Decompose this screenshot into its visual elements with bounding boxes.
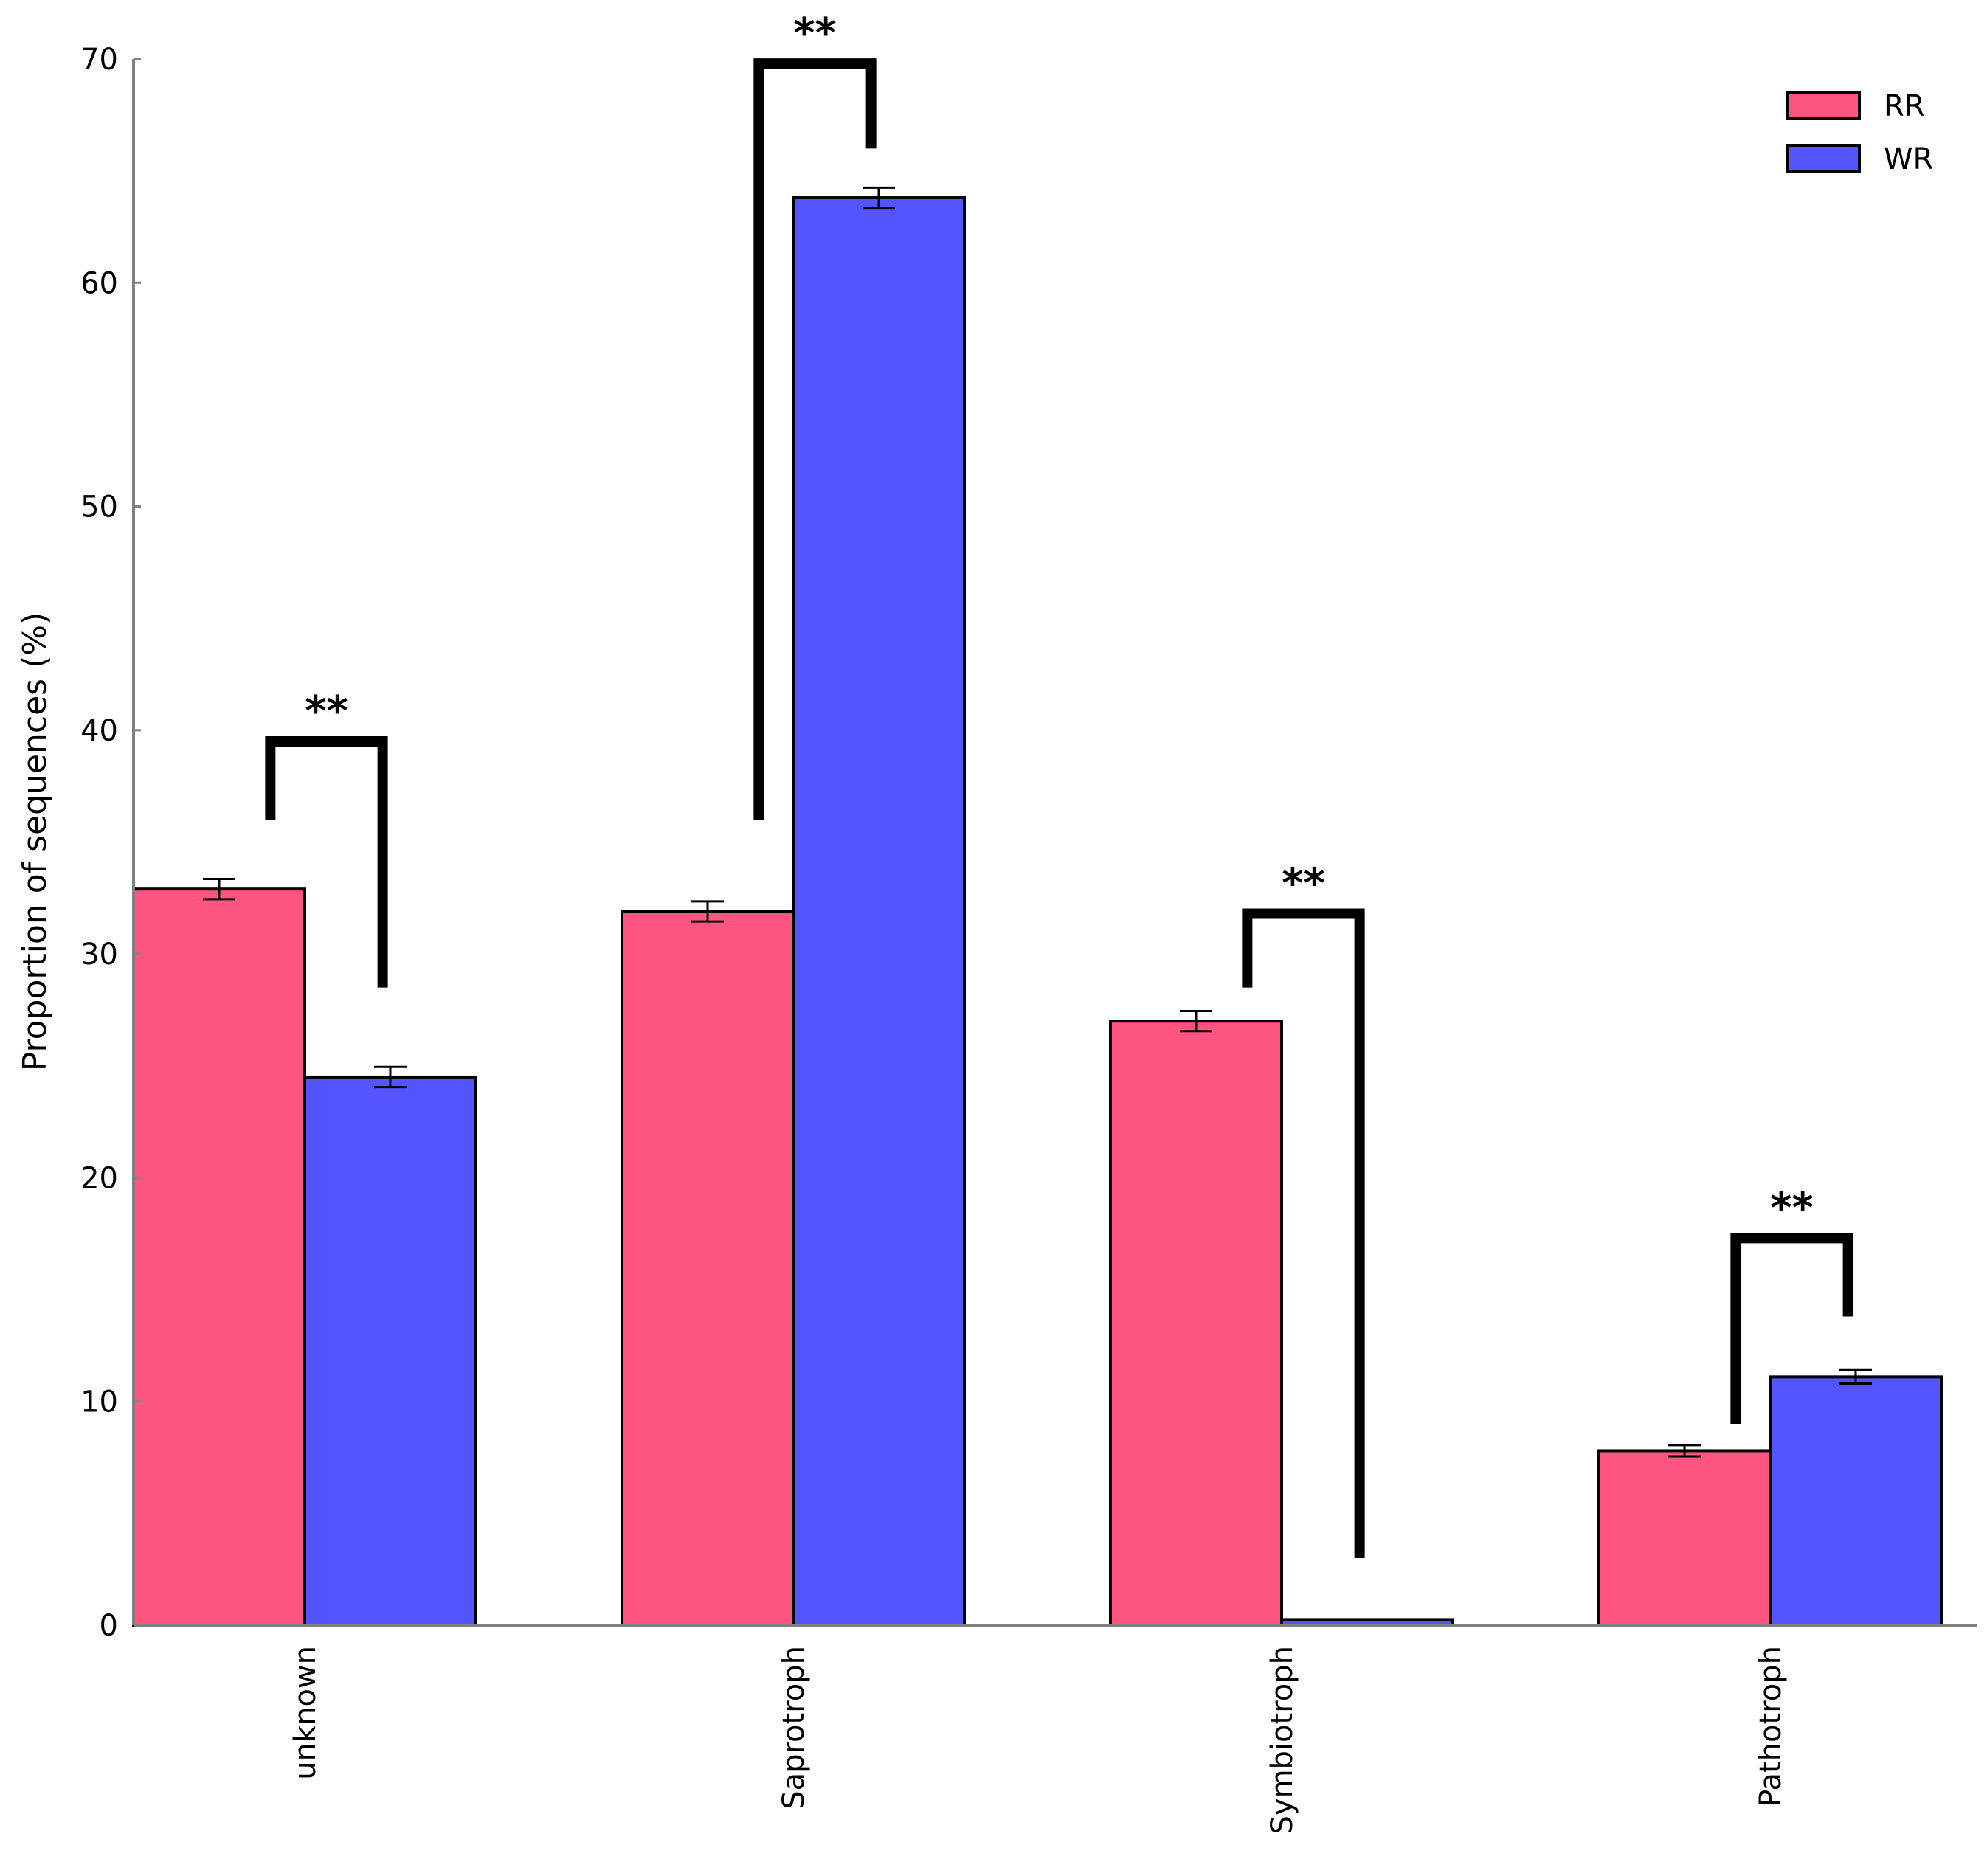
error-bar-wr-saprotroph bbox=[863, 186, 895, 210]
y-tick-label-70: 70 bbox=[80, 43, 118, 77]
significance-layer: ** ** ** ** bbox=[265, 10, 1853, 1559]
bar-rr-unknown bbox=[132, 887, 306, 1627]
error-bar-wr-pathotroph bbox=[1839, 1368, 1872, 1385]
legend: RR WR bbox=[1786, 89, 1933, 176]
bar-wr-pathotroph bbox=[1769, 1375, 1943, 1627]
bar-wr-unknown bbox=[303, 1075, 477, 1627]
x-labels-layer: unknown Saprotroph Symbiotroph Pathotroph bbox=[288, 1646, 1788, 1834]
error-bar-rr-unknown bbox=[203, 878, 235, 901]
error-bar-rr-pathotroph bbox=[1668, 1444, 1701, 1458]
x-tick-label-pathotroph: Pathotroph bbox=[1754, 1646, 1788, 1807]
y-tick-label-50: 50 bbox=[80, 491, 118, 525]
significance-label-symbiotroph: ** bbox=[1282, 860, 1325, 908]
significance-bracket-unknown: ** bbox=[265, 688, 388, 988]
significance-label-saprotroph: ** bbox=[793, 10, 837, 58]
y-tick-label-20: 20 bbox=[80, 1161, 118, 1195]
error-bar-rr-symbiotroph bbox=[1180, 1009, 1212, 1033]
x-tick-label-unknown: unknown bbox=[288, 1646, 322, 1780]
y-tick-label-40: 40 bbox=[80, 714, 118, 748]
x-tick-label-saprotroph: Saprotroph bbox=[777, 1646, 811, 1810]
significance-bracket-saprotroph: ** bbox=[753, 10, 877, 820]
significance-label-unknown: ** bbox=[305, 688, 348, 735]
significance-label-pathotroph: ** bbox=[1770, 1184, 1814, 1232]
bar-rr-saprotroph bbox=[621, 910, 795, 1627]
legend-label-rr: RR bbox=[1884, 89, 1925, 123]
significance-bracket-pathotroph: ** bbox=[1730, 1184, 1853, 1425]
bar-wr-saprotroph bbox=[792, 196, 966, 1627]
x-tick-label-symbiotroph: Symbiotroph bbox=[1265, 1646, 1299, 1834]
bar-rr-pathotroph bbox=[1597, 1449, 1772, 1627]
y-tick-label-30: 30 bbox=[80, 938, 118, 972]
legend-swatch-rr bbox=[1786, 91, 1861, 120]
legend-label-wr: WR bbox=[1884, 142, 1933, 176]
y-ticks-layer: 0 10 20 30 40 50 60 70 bbox=[80, 43, 141, 1643]
significance-bracket-symbiotroph: ** bbox=[1242, 860, 1365, 1559]
axes-layer bbox=[132, 59, 1977, 1627]
bar-rr-symbiotroph bbox=[1109, 1020, 1283, 1627]
y-tick-label-10: 10 bbox=[80, 1385, 118, 1419]
legend-swatch-wr bbox=[1786, 144, 1861, 173]
y-axis-title: Proportion of sequences (%) bbox=[16, 612, 54, 1072]
bars-layer bbox=[132, 196, 1943, 1627]
error-bar-wr-unknown bbox=[374, 1065, 407, 1089]
y-tick-label-60: 60 bbox=[80, 266, 118, 300]
error-bars-layer bbox=[203, 186, 1872, 1458]
error-bar-rr-saprotroph bbox=[691, 900, 724, 923]
y-tick-label-0: 0 bbox=[100, 1609, 118, 1643]
